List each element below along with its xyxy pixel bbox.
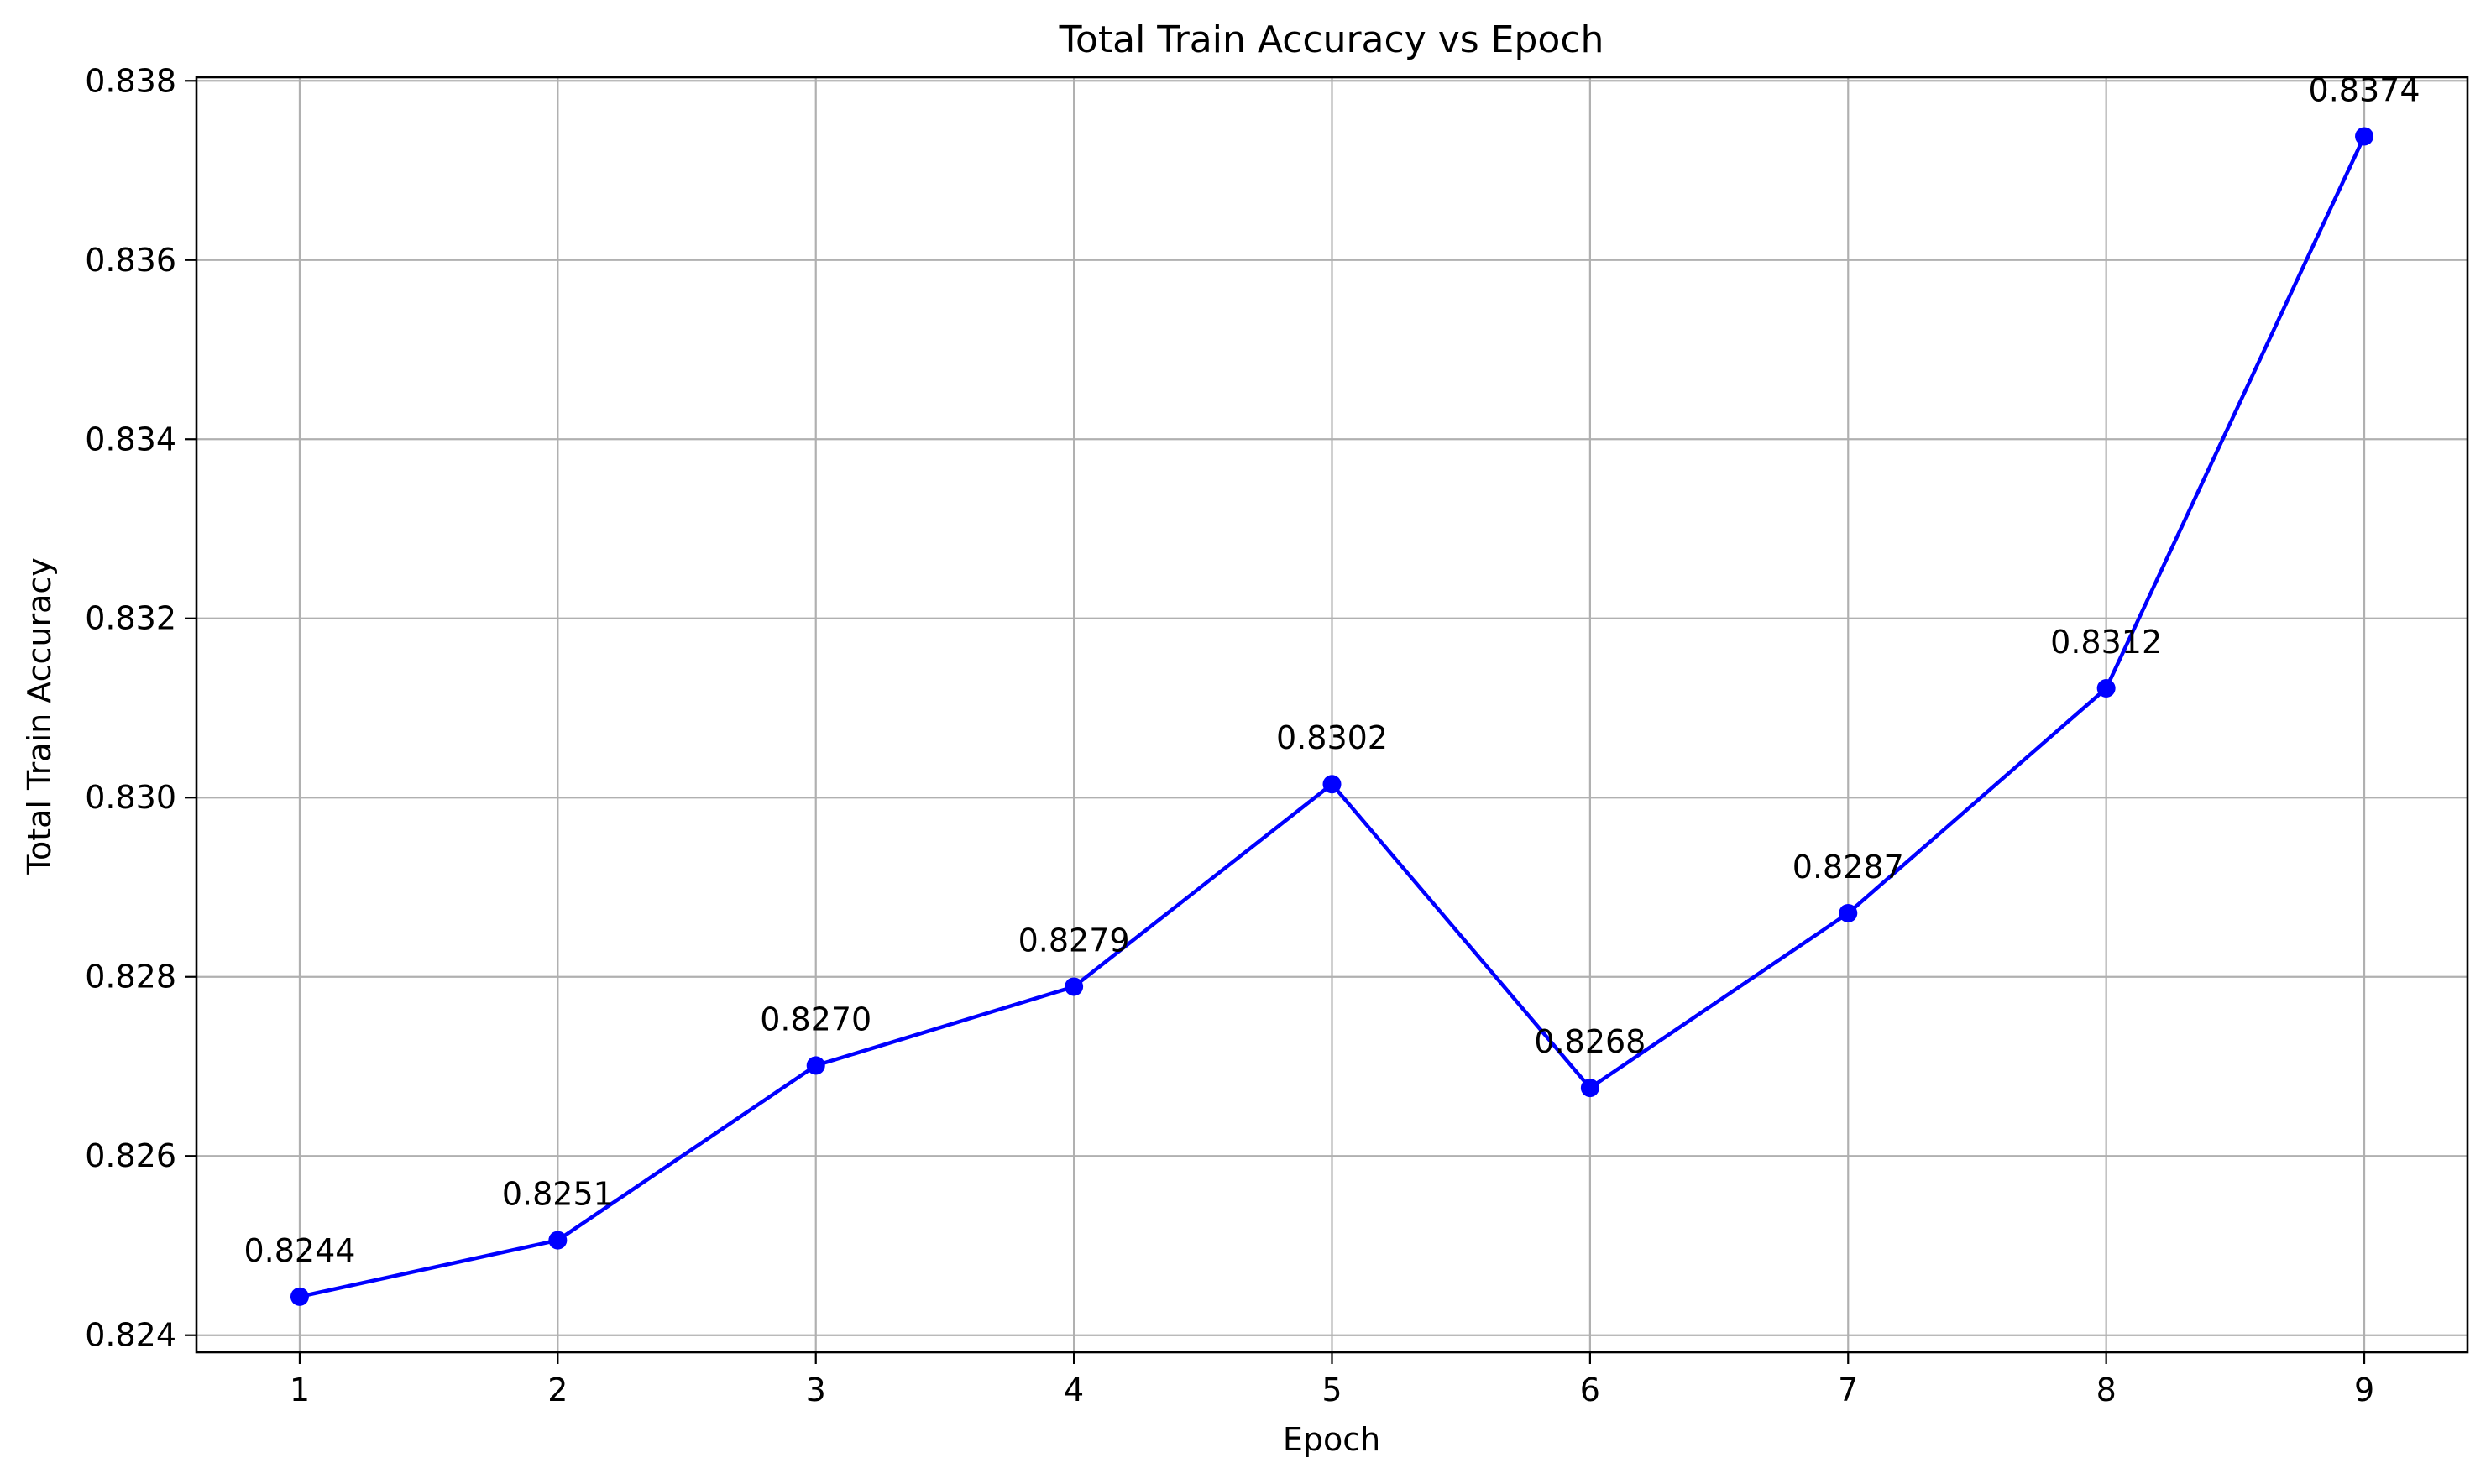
x-tick-label: 9 — [2354, 1372, 2374, 1408]
data-point — [1065, 977, 1084, 996]
data-point — [1580, 1079, 1599, 1098]
x-tick-label: 8 — [2096, 1372, 2117, 1408]
data-labels: 0.8244 0.8251 0.8270 0.8279 0.8302 0.8268 0.82… — [243, 71, 2420, 1268]
axis-ticks: 1 2 3 4 5 6 7 8 9 0.824 0.826 0.828 0.830 0.832 0.834 0… — [85, 62, 2374, 1408]
x-tick-label: 3 — [806, 1372, 826, 1408]
grid-lines — [196, 77, 2467, 1352]
data-label: 0.8287 — [1792, 849, 1904, 886]
chart-title: Total Train Accuracy vs Epoch — [1059, 18, 1604, 61]
data-point — [1322, 775, 1342, 794]
data-point — [1839, 903, 1858, 922]
data-label: 0.8251 — [502, 1176, 614, 1213]
y-tick-label: 0.838 — [85, 62, 176, 99]
x-tick-label: 7 — [1838, 1372, 1858, 1408]
x-axis-label: Epoch — [1283, 1421, 1380, 1458]
data-label: 0.8270 — [760, 1001, 871, 1037]
data-point — [290, 1287, 309, 1306]
y-tick-label: 0.830 — [85, 779, 176, 816]
x-tick-label: 4 — [1064, 1372, 1084, 1408]
data-points — [290, 127, 2374, 1306]
x-tick-label: 2 — [547, 1372, 568, 1408]
data-label: 0.8302 — [1276, 719, 1388, 756]
data-label: 0.8279 — [1018, 922, 1130, 959]
plot-frame — [195, 76, 2469, 1354]
data-label: 0.8312 — [2050, 624, 2162, 661]
data-point — [2355, 127, 2374, 146]
data-label: 0.8268 — [1534, 1023, 1646, 1060]
y-tick-label: 0.832 — [85, 600, 176, 637]
y-tick-label: 0.836 — [85, 242, 176, 279]
y-tick-label: 0.828 — [85, 959, 176, 995]
data-point — [806, 1056, 825, 1075]
data-label: 0.8244 — [243, 1232, 355, 1269]
y-tick-label: 0.824 — [85, 1317, 176, 1354]
x-tick-label: 6 — [1580, 1372, 1600, 1408]
x-tick-label: 5 — [1321, 1372, 1342, 1408]
data-point — [2096, 679, 2116, 698]
x-tick-label: 1 — [290, 1372, 310, 1408]
data-point — [548, 1231, 568, 1250]
y-tick-label: 0.834 — [85, 421, 176, 457]
y-tick-label: 0.826 — [85, 1137, 176, 1174]
y-axis-label: Total Train Accuracy — [21, 557, 58, 875]
